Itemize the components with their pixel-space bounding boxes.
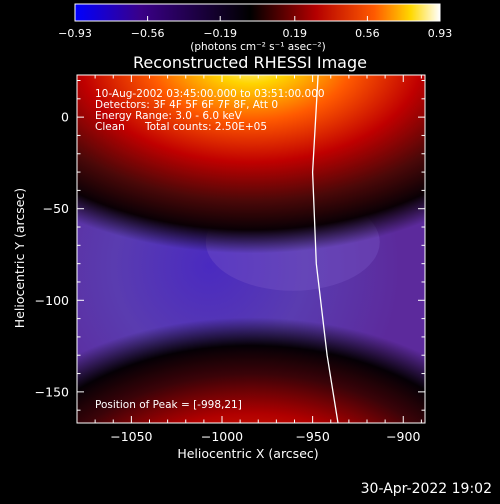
x-tick-label: −1000 [201,429,243,444]
heatmap-image [77,75,425,423]
chart-title: Reconstructed RHESSI Image [133,53,367,72]
annotation-detectors: Detectors: 3F 4F 5F 6F 7F 8F, Att 0 [95,99,278,111]
y-tick-label: 0 [61,110,69,125]
colorbar-tick-label: −0.19 [203,27,237,40]
x-tick-label: −1050 [110,429,152,444]
render-timestamp: 30-Apr-2022 19:02 [360,481,492,497]
plot-axes: −1050 −1000 −950 −900 0 −50 −100 −150 [35,74,426,444]
colorbar-ticks: −0.93 −0.56 −0.19 0.19 0.56 0.93 [58,16,452,40]
x-tick-label: −950 [295,429,329,444]
colorbar-tick-label: 0.56 [355,27,380,40]
plot-frame [76,74,426,424]
x-axis-label: Heliocentric X (arcsec) [177,446,318,461]
annotation-method: Clean [95,121,125,133]
colorbar-tick-label: −0.56 [131,27,165,40]
y-axis-label: Heliocentric Y (arcsec) [12,188,27,328]
colorbar [74,3,441,22]
colorbar-tick-label: 0.19 [283,27,308,40]
annotation-energy-range: Energy Range: 3.0 - 6.0 keV [95,110,243,122]
colorbar-tick-label: −0.93 [58,27,92,40]
annotation-time-range: 10-Aug-2002 03:45:00.000 to 03:51:00.000 [95,88,325,100]
y-tick-label: −50 [43,201,69,216]
annotation-block: 10-Aug-2002 03:45:00.000 to 03:51:00.000… [95,88,325,411]
annotation-total-counts: Total counts: 2.50E+05 [144,121,267,133]
colorbar-tick-label: 0.93 [428,27,453,40]
colorbar-unit-label: (photons cm⁻² s⁻¹ asec⁻²) [190,41,325,53]
x-tick-label: −900 [386,429,420,444]
y-tick-label: −100 [35,293,69,308]
y-tick-label: −150 [35,384,69,399]
annotation-peak-position: Position of Peak = [-998,21] [95,399,242,411]
solar-limb-line [311,75,339,423]
